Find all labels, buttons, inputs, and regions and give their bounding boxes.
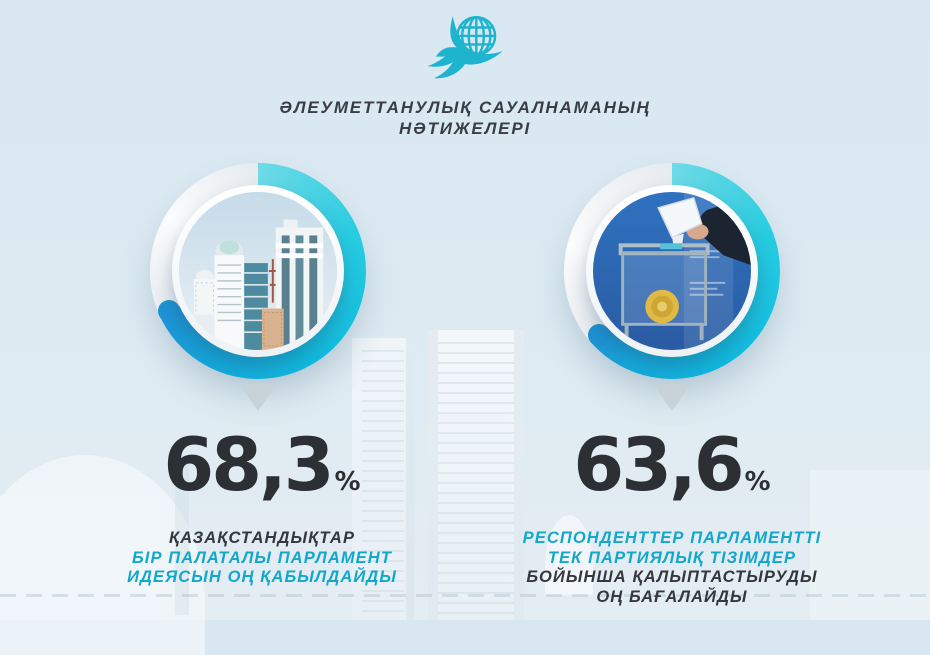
- caption-line: БІР ПАЛАТАЛЫ ПАРЛАМЕНТ: [132, 548, 392, 567]
- stat-block-left: 68,3% ҚАЗАҚСТАНДЫҚТАР БІР ПАЛАТАЛЫ ПАРЛА…: [52, 428, 472, 588]
- title-line-2: НӘТИЖЕЛЕРІ: [399, 119, 531, 138]
- percent-sign: %: [744, 467, 771, 497]
- ballot-paper: [657, 197, 703, 239]
- title-line-1: ӘЛЕУМЕТТАНУЛЫҚ САУАЛНАМАНЫҢ: [279, 98, 651, 117]
- percent-sign: %: [334, 467, 361, 497]
- donut-chart-right: [564, 163, 780, 379]
- dove-globe-icon: [427, 15, 503, 79]
- kazakh-emblem: [645, 289, 679, 324]
- cityscape-illustration: [179, 192, 337, 350]
- percentage-value-right: 63,6%: [462, 428, 882, 520]
- ring-end-cap: [587, 323, 610, 346]
- antenna-tower: [268, 259, 277, 303]
- down-arrow-icon: [653, 384, 691, 411]
- percentage-value-left: 68,3%: [52, 428, 472, 520]
- dome-tower: [214, 240, 245, 350]
- caption-line: РЕСПОНДЕНТТЕР ПАРЛАМЕНТТІ: [522, 529, 822, 547]
- caption-line: ҚАЗАҚСТАНДЫҚТАР: [168, 529, 356, 547]
- stat-caption-right: РЕСПОНДЕНТТЕР ПАРЛАМЕНТТІ ТЕК ПАРТИЯЛЫҚ …: [462, 529, 882, 607]
- ring-end-cap: [158, 299, 181, 322]
- stat-block-right: 63,6% РЕСПОНДЕНТТЕР ПАРЛАМЕНТТІ ТЕК ПАРТ…: [462, 428, 882, 607]
- caption-line: ТЕК ПАРТИЯЛЫҚ ТІЗІМДЕР: [547, 548, 797, 567]
- donut-chart-left: [150, 163, 366, 379]
- page-title: ӘЛЕУМЕТТАНУЛЫҚ САУАЛНАМАНЫҢ НӘТИЖЕЛЕРІ: [165, 97, 765, 139]
- ballot-box-illustration: [593, 192, 751, 350]
- stat-caption-left: ҚАЗАҚСТАНДЫҚТАР БІР ПАЛАТАЛЫ ПАРЛАМЕНТ И…: [52, 529, 472, 588]
- astana-parliament-buildings-photo: [179, 192, 337, 350]
- percentage-number: 68,3: [163, 423, 334, 508]
- down-arrow-icon: [239, 384, 277, 411]
- caption-line: ОҢ БАҒАЛАЙДЫ: [596, 587, 748, 606]
- infographic-poster: ӘЛЕУМЕТТАНУЛЫҚ САУАЛНАМАНЫҢ НӘТИЖЕЛЕРІ: [0, 15, 930, 620]
- dove-icon: [427, 16, 503, 79]
- percentage-number: 63,6: [573, 423, 744, 508]
- ballot-slot: [660, 243, 682, 250]
- caption-line: ИДЕЯСЫН ОҢ ҚАБЫЛДАЙДЫ: [127, 568, 397, 586]
- caption-line: БОЙЫНША ҚАЛЫПТАСТЫРУДЫ: [526, 568, 818, 586]
- ballot-box-voting-photo: [593, 192, 751, 350]
